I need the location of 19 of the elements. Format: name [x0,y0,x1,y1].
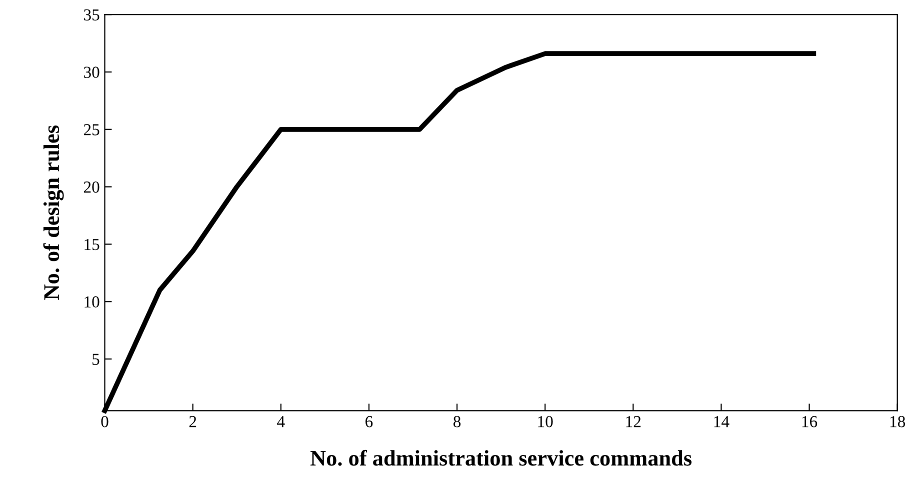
y-tick-label: 35 [84,9,100,21]
x-tick-label: 2 [189,416,196,428]
x-tick-label: 10 [538,416,553,428]
x-tick-label: 6 [366,416,373,428]
x-tick-label: 14 [714,416,730,428]
y-tick-label: 20 [84,181,100,193]
y-tick-label: 5 [92,354,100,365]
x-tick-label: 18 [890,416,906,428]
x-tick-label: 12 [626,416,641,428]
y-tick-label: 30 [84,66,100,78]
y-tick-label: 15 [84,238,100,250]
y-tick-label: 10 [84,296,100,308]
x-tick-label: 0 [101,416,108,428]
x-axis-title: No. of administration service commands [310,450,692,466]
y-tick-label: 25 [84,124,100,136]
x-tick-label: 8 [453,416,461,428]
x-tick-label: 4 [277,416,285,428]
x-tick-label: 16 [802,416,818,428]
y-axis-title: No. of design rules [43,126,64,300]
